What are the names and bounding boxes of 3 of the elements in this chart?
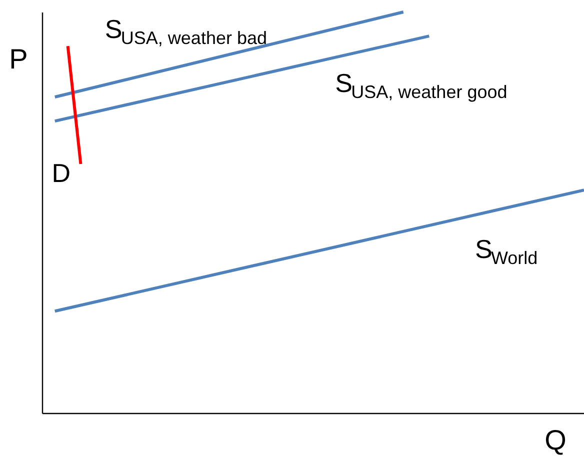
series-label: D (52, 158, 70, 188)
x-axis-title: Q (544, 424, 566, 456)
y-axis-title: P (9, 44, 28, 74)
